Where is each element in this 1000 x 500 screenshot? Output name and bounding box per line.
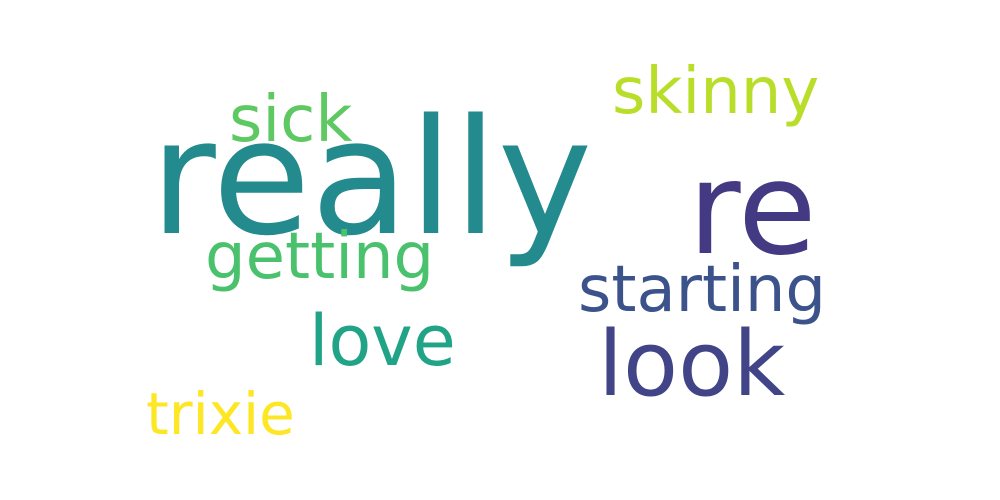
word-sick: sick (229, 83, 353, 157)
word-starting: starting (578, 253, 827, 327)
word-re: re (688, 135, 817, 284)
word-trixie: trixie (146, 380, 295, 448)
word-really: really (150, 84, 593, 271)
word-love: love (309, 300, 456, 382)
word-skinny: skinny (612, 55, 820, 129)
word-look: look (598, 312, 786, 417)
word-getting: getting (205, 220, 435, 294)
